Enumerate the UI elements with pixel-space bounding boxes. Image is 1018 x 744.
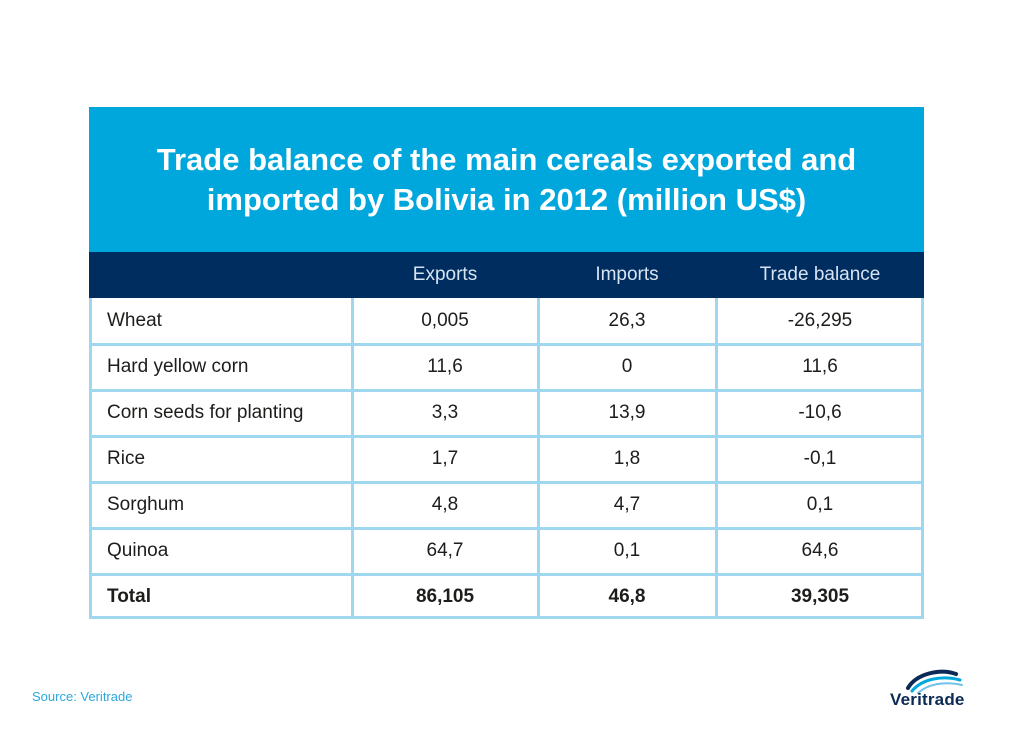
balance-cell: 11,6 bbox=[802, 356, 838, 377]
balance-cell: 39,305 bbox=[790, 586, 850, 607]
balance-cell: -0,1 bbox=[803, 448, 837, 469]
total-row: Total 86,105 46,8 39,305 bbox=[89, 574, 924, 620]
row-label: Corn seeds for planting bbox=[107, 402, 304, 423]
table-row: Wheat 0,005 26,3 -26,295 bbox=[89, 298, 924, 344]
balance-cell: 64,6 bbox=[801, 540, 839, 561]
table-row: Rice 1,7 1,8 -0,1 bbox=[89, 436, 924, 482]
row-label: Rice bbox=[107, 448, 146, 469]
balance-cell: -10,6 bbox=[798, 402, 842, 423]
exports-cell: 4,8 bbox=[431, 494, 459, 515]
row-divider bbox=[89, 527, 924, 530]
imports-cell: 4,7 bbox=[613, 494, 641, 515]
column-divider bbox=[537, 298, 540, 619]
table-row: Quinoa 64,7 0,1 64,6 bbox=[89, 528, 924, 574]
table-edge-left bbox=[89, 298, 92, 619]
imports-cell: 0 bbox=[621, 356, 633, 377]
column-divider bbox=[715, 298, 718, 619]
table-body: Wheat 0,005 26,3 -26,295 Hard yellow cor… bbox=[89, 298, 924, 619]
table-title: Trade balance of the main cereals export… bbox=[156, 141, 857, 217]
balance-cell: -26,295 bbox=[787, 310, 853, 331]
column-divider bbox=[351, 298, 354, 619]
imports-cell: 13,9 bbox=[608, 402, 646, 423]
row-divider bbox=[89, 481, 924, 484]
imports-cell: 1,8 bbox=[613, 448, 641, 469]
exports-cell: 64,7 bbox=[426, 540, 464, 561]
column-header-trade-balance: Trade balance bbox=[759, 264, 881, 285]
imports-cell: 26,3 bbox=[608, 310, 646, 331]
table-row: Corn seeds for planting 3,3 13,9 -10,6 bbox=[89, 390, 924, 436]
exports-cell: 3,3 bbox=[431, 402, 459, 423]
table-edge-right bbox=[921, 298, 924, 619]
row-divider bbox=[89, 343, 924, 346]
column-header-exports: Exports bbox=[412, 264, 478, 285]
logo-swoosh-icon bbox=[906, 669, 963, 694]
table-row: Sorghum 4,8 4,7 0,1 bbox=[89, 482, 924, 528]
exports-cell: 0,005 bbox=[421, 310, 469, 331]
imports-cell: 46,8 bbox=[608, 586, 646, 607]
logo-text: Veritrade bbox=[890, 690, 965, 709]
row-label: Hard yellow corn bbox=[107, 356, 249, 377]
trade-balance-table: Trade balance of the main cereals export… bbox=[89, 107, 924, 619]
exports-cell: 11,6 bbox=[427, 356, 463, 377]
row-divider bbox=[89, 573, 924, 576]
row-label: Total bbox=[107, 586, 151, 607]
row-divider bbox=[89, 435, 924, 438]
row-divider bbox=[89, 616, 924, 619]
row-label: Quinoa bbox=[107, 540, 169, 561]
header-row: Exports Imports Trade balance bbox=[89, 252, 924, 298]
source-note: Source: Veritrade bbox=[32, 689, 133, 704]
column-header-imports: Imports bbox=[595, 264, 659, 285]
row-label: Wheat bbox=[107, 310, 162, 331]
exports-cell: 1,7 bbox=[431, 448, 459, 469]
imports-cell: 0,1 bbox=[613, 540, 641, 561]
veritrade-logo: Veritrade bbox=[890, 664, 990, 714]
exports-cell: 86,105 bbox=[415, 586, 475, 607]
balance-cell: 0,1 bbox=[806, 494, 834, 515]
row-label: Sorghum bbox=[107, 494, 185, 515]
row-divider bbox=[89, 389, 924, 392]
title-band: Trade balance of the main cereals export… bbox=[89, 107, 924, 252]
table-row: Hard yellow corn 11,6 0 11,6 bbox=[89, 344, 924, 390]
